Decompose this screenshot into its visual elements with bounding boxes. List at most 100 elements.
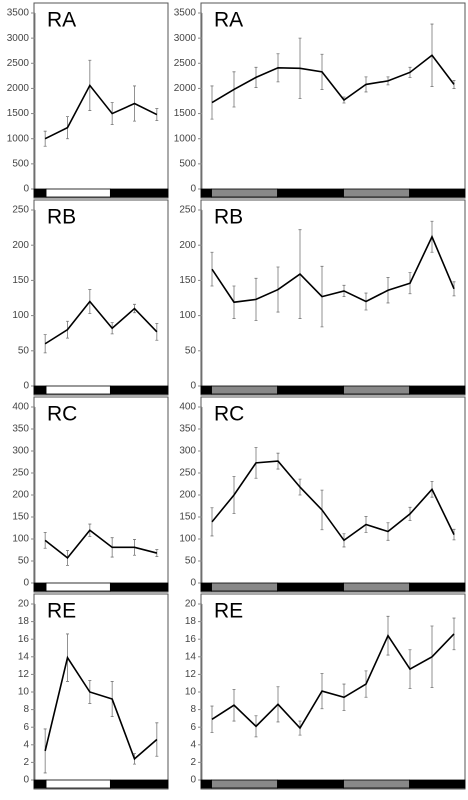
light-dark-bar [409, 582, 466, 592]
y-tick-label: 20 [185, 599, 197, 610]
y-tick-label: 350 [179, 424, 196, 435]
panel-frame [200, 593, 466, 790]
y-tick-label: 500 [12, 158, 29, 169]
light-dark-bar [343, 779, 410, 789]
panel-title: RE [214, 600, 243, 623]
light-dark-bar [109, 582, 169, 592]
data-line [211, 460, 455, 542]
error-bar [210, 85, 214, 120]
error-bar [452, 79, 456, 89]
y-tick-label: 0 [190, 578, 196, 589]
light-dark-bar [277, 188, 344, 198]
y-tick-label: 3500 [174, 8, 197, 19]
y-tick-label: 3500 [7, 8, 30, 19]
y-tick-label: 200 [179, 490, 196, 501]
y-tick-label: 400 [179, 402, 196, 413]
light-dark-bar [409, 385, 466, 395]
y-tick-label: 8 [23, 704, 29, 715]
y-tick-label: 16 [18, 634, 30, 645]
error-bar [452, 281, 456, 297]
y-tick-label: 4 [23, 739, 29, 750]
y-tick-label: 50 [18, 556, 30, 567]
y-tick-label: 0 [23, 578, 29, 589]
data-line [44, 300, 158, 345]
y-tick-label: 1000 [174, 133, 197, 144]
y-tick-label: 0 [190, 775, 196, 786]
light-dark-bar [211, 385, 278, 395]
panel-frame [200, 2, 466, 199]
y-tick-label: 500 [179, 158, 196, 169]
light-dark-bar [33, 582, 47, 592]
y-tick-label: 150 [12, 275, 29, 286]
y-tick-label: 16 [185, 634, 197, 645]
panel-frame [33, 199, 169, 396]
y-tick-label: 4 [190, 739, 196, 750]
light-dark-bar [33, 779, 47, 789]
y-tick-label: 3000 [174, 33, 197, 44]
panel-title: RB [47, 206, 76, 229]
data-line [44, 655, 158, 761]
y-tick-label: 150 [179, 512, 196, 523]
panel-frame [33, 593, 169, 790]
light-dark-bar [409, 188, 466, 198]
panel-frame [33, 396, 169, 593]
y-tick-label: 0 [190, 184, 196, 195]
y-tick-label: 8 [190, 704, 196, 715]
y-tick-label: 12 [18, 669, 30, 680]
y-tick-label: 100 [179, 310, 196, 321]
y-tick-label: 200 [179, 240, 196, 251]
light-dark-bar [200, 385, 212, 395]
y-tick-label: 200 [12, 490, 29, 501]
light-dark-bar [277, 385, 344, 395]
y-tick-label: 12 [185, 669, 197, 680]
y-tick-label: 3000 [7, 33, 30, 44]
y-tick-label: 250 [179, 205, 196, 216]
light-dark-bar [45, 188, 111, 198]
y-tick-label: 50 [185, 345, 197, 356]
y-tick-label: 50 [185, 556, 197, 567]
y-tick-label: 14 [185, 651, 197, 662]
y-tick-label: 2 [190, 757, 196, 768]
y-tick-label: 300 [179, 446, 196, 457]
y-tick-label: 100 [179, 534, 196, 545]
light-dark-bar [45, 385, 111, 395]
y-tick-label: 150 [12, 512, 29, 523]
y-tick-label: 18 [18, 616, 30, 627]
data-line [44, 83, 158, 140]
light-dark-bar [343, 582, 410, 592]
y-tick-label: 2000 [7, 83, 30, 94]
data-line [211, 234, 455, 304]
data-line [211, 633, 455, 730]
light-dark-bar [109, 188, 169, 198]
light-dark-bar [33, 385, 47, 395]
light-dark-bar [277, 582, 344, 592]
y-tick-label: 20 [18, 599, 30, 610]
panel-frame [200, 199, 466, 396]
light-dark-bar [33, 188, 47, 198]
y-tick-label: 100 [12, 534, 29, 545]
y-tick-label: 250 [12, 205, 29, 216]
data-line [44, 529, 158, 560]
light-dark-bar [200, 188, 212, 198]
y-tick-label: 10 [185, 687, 197, 698]
y-tick-label: 0 [23, 381, 29, 392]
y-tick-label: 2500 [174, 58, 197, 69]
light-dark-bar [109, 779, 169, 789]
y-tick-label: 0 [23, 184, 29, 195]
y-tick-label: 100 [12, 310, 29, 321]
y-tick-label: 200 [12, 240, 29, 251]
panel-title: RE [47, 600, 76, 623]
light-dark-bar [200, 779, 212, 789]
y-tick-label: 0 [190, 381, 196, 392]
y-tick-label: 250 [179, 468, 196, 479]
light-dark-bar [200, 582, 212, 592]
y-tick-label: 2 [23, 757, 29, 768]
y-tick-label: 6 [23, 722, 29, 733]
light-dark-bar [211, 779, 278, 789]
light-dark-bar [109, 385, 169, 395]
y-tick-label: 0 [23, 775, 29, 786]
y-tick-label: 10 [18, 687, 30, 698]
panel-frame [33, 2, 169, 199]
y-tick-label: 2500 [7, 58, 30, 69]
panel-title: RC [214, 403, 244, 426]
